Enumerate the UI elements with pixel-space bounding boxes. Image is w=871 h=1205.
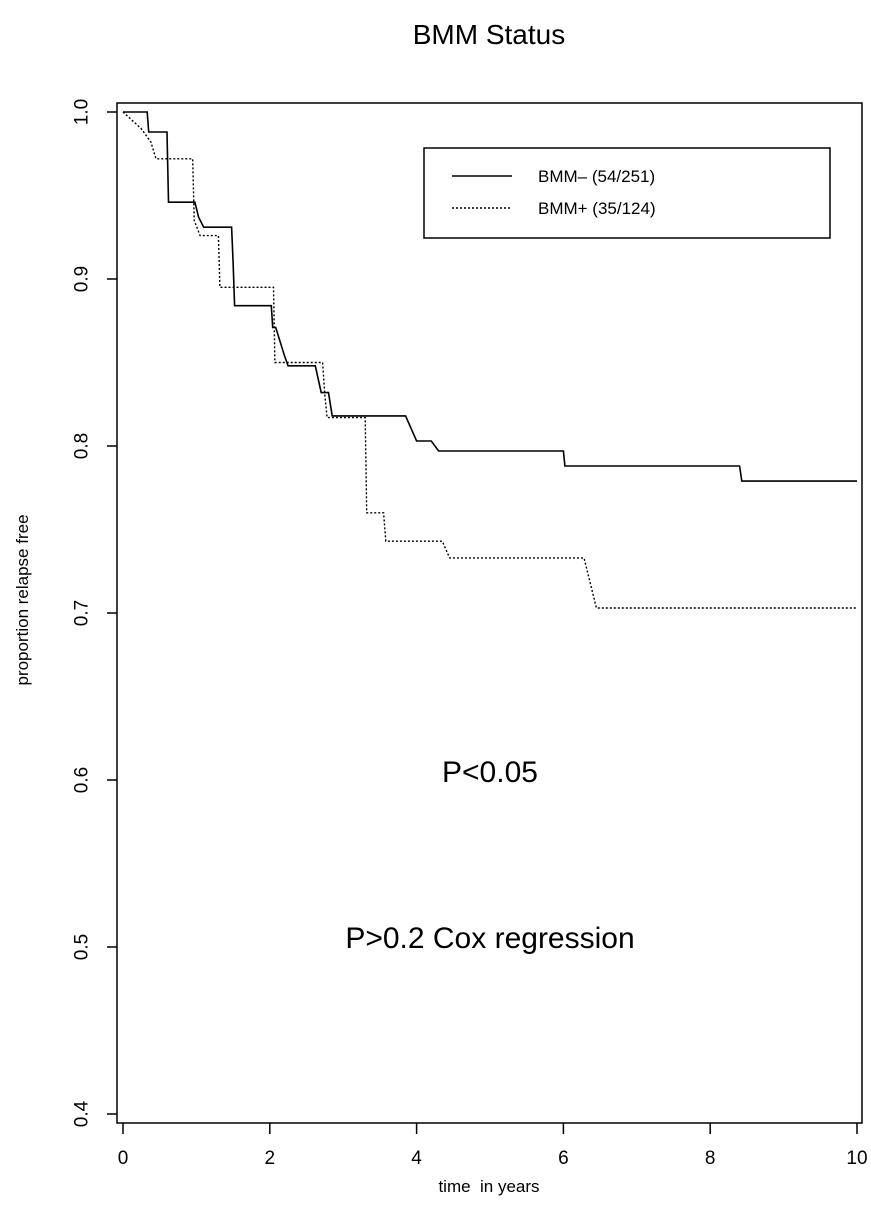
x-tick-label: 8 [705,1148,716,1169]
x-axis: 0 2 4 6 8 10 [118,1123,868,1169]
y-tick-label: 0.8 [72,433,93,459]
annotation-cox-regression: P>0.2 Cox regression [345,922,634,955]
y-axis: 0.4 0.5 0.6 0.7 0.8 0.9 1.0 [72,99,117,1127]
legend-label-bmm-plus: BMM+ (35/124) [538,199,656,218]
annotation-p-value: P<0.05 [442,756,538,789]
y-tick-label: 0.9 [72,266,93,292]
x-tick-label: 6 [558,1148,569,1169]
y-tick-label: 0.7 [72,600,93,626]
y-tick-label: 0.4 [72,1100,93,1127]
x-tick-label: 4 [411,1148,422,1169]
y-tick-label: 0.5 [72,934,93,960]
legend-label-bmm-minus: BMM– (54/251) [538,167,655,186]
y-tick-label: 1.0 [72,99,93,125]
x-tick-label: 2 [265,1148,276,1169]
series-layer [122,111,857,609]
series-line-bmm-plus [122,111,857,609]
chart-title: BMM Status [413,19,565,50]
x-tick-label: 10 [846,1148,867,1169]
y-tick-label: 0.6 [72,767,93,793]
plot-frame [116,102,863,1124]
y-axis-label: proportion relapse free [13,514,32,685]
x-axis-label: time in years [438,1177,539,1196]
x-tick-label: 0 [118,1148,129,1169]
legend: BMM– (54/251) BMM+ (35/124) [423,147,831,239]
series-line-bmm-minus [123,111,857,482]
legend-box [423,147,831,239]
